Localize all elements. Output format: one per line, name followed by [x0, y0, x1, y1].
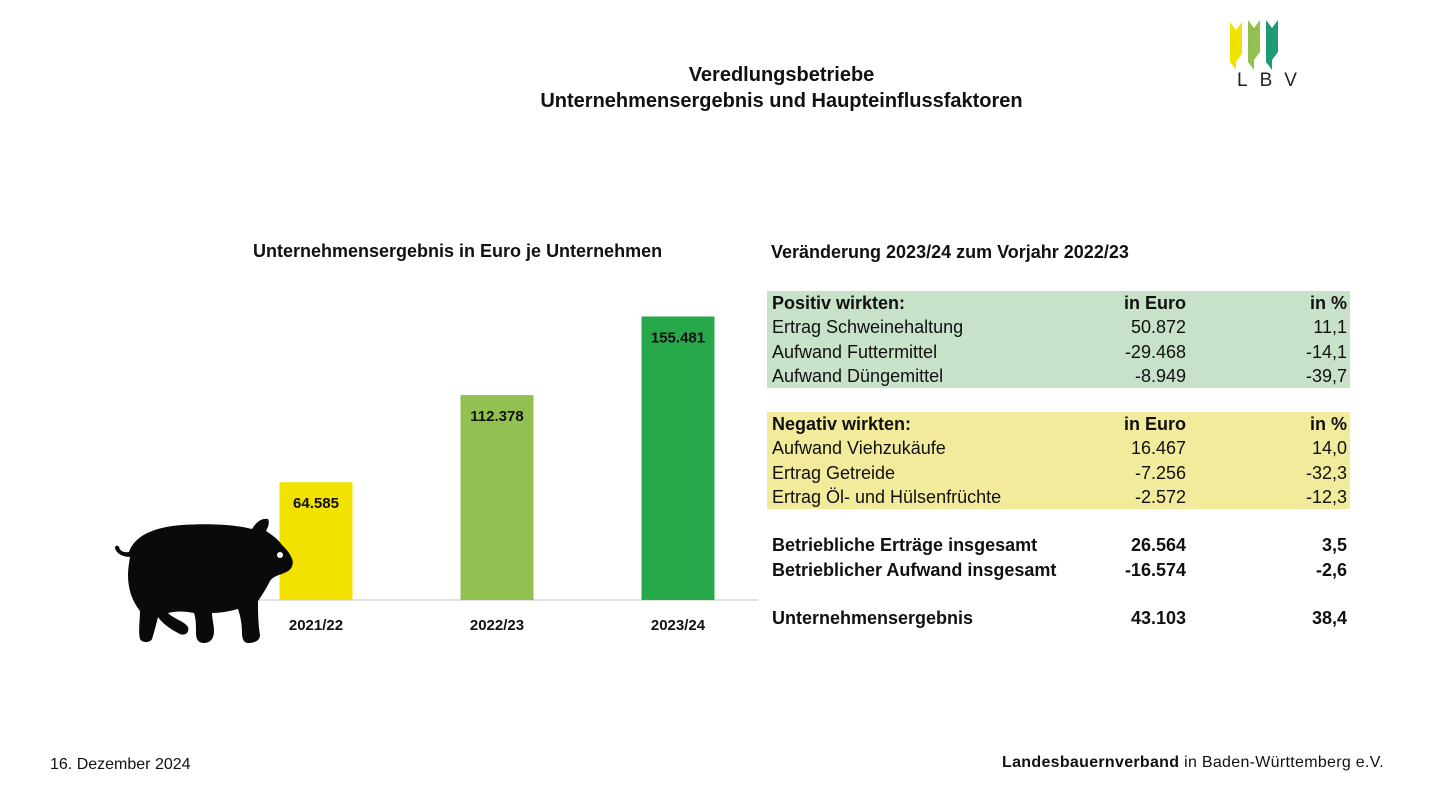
row-label: Ertrag Öl- und Hülsenfrüchte — [772, 487, 1002, 507]
row-pct: -2,6 — [1315, 560, 1347, 580]
wheat-ears-icon — [1230, 20, 1278, 70]
footer-org-bold: Landesbauernverband — [1002, 754, 1180, 771]
footer-org-rest: in Baden-Württemberg e.V. — [1179, 754, 1384, 771]
row-label: Betriebliche Erträge insgesamt — [772, 535, 1038, 555]
row-pct: 38,4 — [1311, 608, 1347, 628]
bar-2021/22 — [279, 482, 353, 600]
row-euro: -16.574 — [1124, 560, 1186, 580]
pig-icon — [115, 518, 293, 643]
page-title: Veredlungsbetriebe Unternehmensergebnis … — [0, 62, 1440, 114]
bar-2022/23 — [460, 395, 534, 600]
row-label: Aufwand Viehzukäufe — [772, 438, 946, 458]
row-euro: 50.872 — [1130, 317, 1186, 337]
row-label: Aufwand Düngemittel — [772, 366, 944, 386]
data-label-2021/22: 64.585 — [293, 495, 339, 512]
bar-chart: 64.585 2021/22 112.378 2022/23 155.481 2023/2… — [225, 316, 758, 634]
data-label-2023/24: 155.481 — [651, 329, 705, 346]
negative-header: Negativ wirkten: in Euro in % — [772, 412, 1348, 436]
table-row: Ertrag Öl- und Hülsenfrüchte -2.572 -12,… — [772, 485, 1348, 509]
negative-header-label: Negativ wirkten: — [772, 414, 912, 434]
totals-row: Betriebliche Erträge insgesamt 26.564 3,… — [772, 533, 1348, 557]
table-row: Aufwand Futtermittel -29.468 -14,1 — [772, 340, 1348, 364]
totals-row: Betrieblicher Aufwand insgesamt -16.574 … — [772, 558, 1348, 582]
row-pct: -32,3 — [1305, 463, 1347, 483]
positive-header-euro: in Euro — [1124, 293, 1186, 313]
negative-header-euro: in Euro — [1124, 414, 1186, 434]
positive-block — [767, 291, 1350, 388]
row-label: Unternehmensergebnis — [772, 608, 974, 628]
row-label: Aufwand Futtermittel — [772, 342, 938, 362]
tick-label-2021/22: 2021/22 — [289, 617, 343, 634]
positive-header-pct: in % — [1309, 293, 1347, 313]
tick-label-2022/23: 2022/23 — [470, 617, 524, 634]
logo-text: LBV — [1237, 70, 1309, 91]
result-row: Unternehmensergebnis 43.103 38,4 — [772, 606, 1348, 630]
lbv-logo — [1230, 20, 1278, 70]
row-euro: -8.949 — [1134, 366, 1186, 386]
negative-block — [767, 412, 1350, 509]
table-row: Aufwand Viehzukäufe 16.467 14,0 — [772, 436, 1348, 460]
footer-organization: Landesbauernverband in Baden-Württemberg… — [1002, 754, 1384, 772]
table-row: Aufwand Düngemittel -8.949 -39,7 — [772, 364, 1348, 388]
row-pct: -12,3 — [1305, 487, 1347, 507]
row-label: Ertrag Schweinehaltung — [772, 317, 964, 337]
row-euro: 43.103 — [1130, 608, 1186, 628]
row-euro: -29.468 — [1124, 342, 1186, 362]
row-euro: -2.572 — [1134, 487, 1186, 507]
chart-title: Unternehmensergebnis in Euro je Unterneh… — [253, 241, 663, 261]
row-pct: 11,1 — [1313, 317, 1347, 337]
tick-label-2023/24: 2023/24 — [651, 617, 706, 634]
table-title: Veränderung 2023/24 zum Vorjahr 2022/23 — [771, 242, 1129, 262]
row-euro: -7.256 — [1134, 463, 1186, 483]
row-pct: 14,0 — [1311, 438, 1347, 458]
row-pct: -39,7 — [1305, 366, 1347, 386]
row-pct: -14,1 — [1305, 342, 1347, 362]
page-title-line2: Unternehmensergebnis und Haupteinflussfa… — [540, 90, 1023, 112]
bar-2023/24 — [641, 316, 715, 600]
positive-header-label: Positiv wirkten: — [772, 293, 906, 313]
negative-header-pct: in % — [1309, 414, 1347, 434]
positive-header: Positiv wirkten: in Euro in % — [772, 291, 1348, 315]
row-euro: 26.564 — [1130, 535, 1186, 555]
footer-date: 16. Dezember 2024 — [50, 756, 191, 773]
table-row: Ertrag Getreide -7.256 -32,3 — [772, 461, 1348, 485]
page-title-line1: Veredlungsbetriebe — [688, 64, 875, 86]
table-row: Ertrag Schweinehaltung 50.872 11,1 — [772, 315, 1348, 339]
row-label: Betrieblicher Aufwand insgesamt — [772, 560, 1057, 580]
row-pct: 3,5 — [1321, 535, 1347, 555]
row-euro: 16.467 — [1130, 438, 1186, 458]
row-label: Ertrag Getreide — [772, 463, 896, 483]
data-label-2022/23: 112.378 — [470, 408, 523, 425]
